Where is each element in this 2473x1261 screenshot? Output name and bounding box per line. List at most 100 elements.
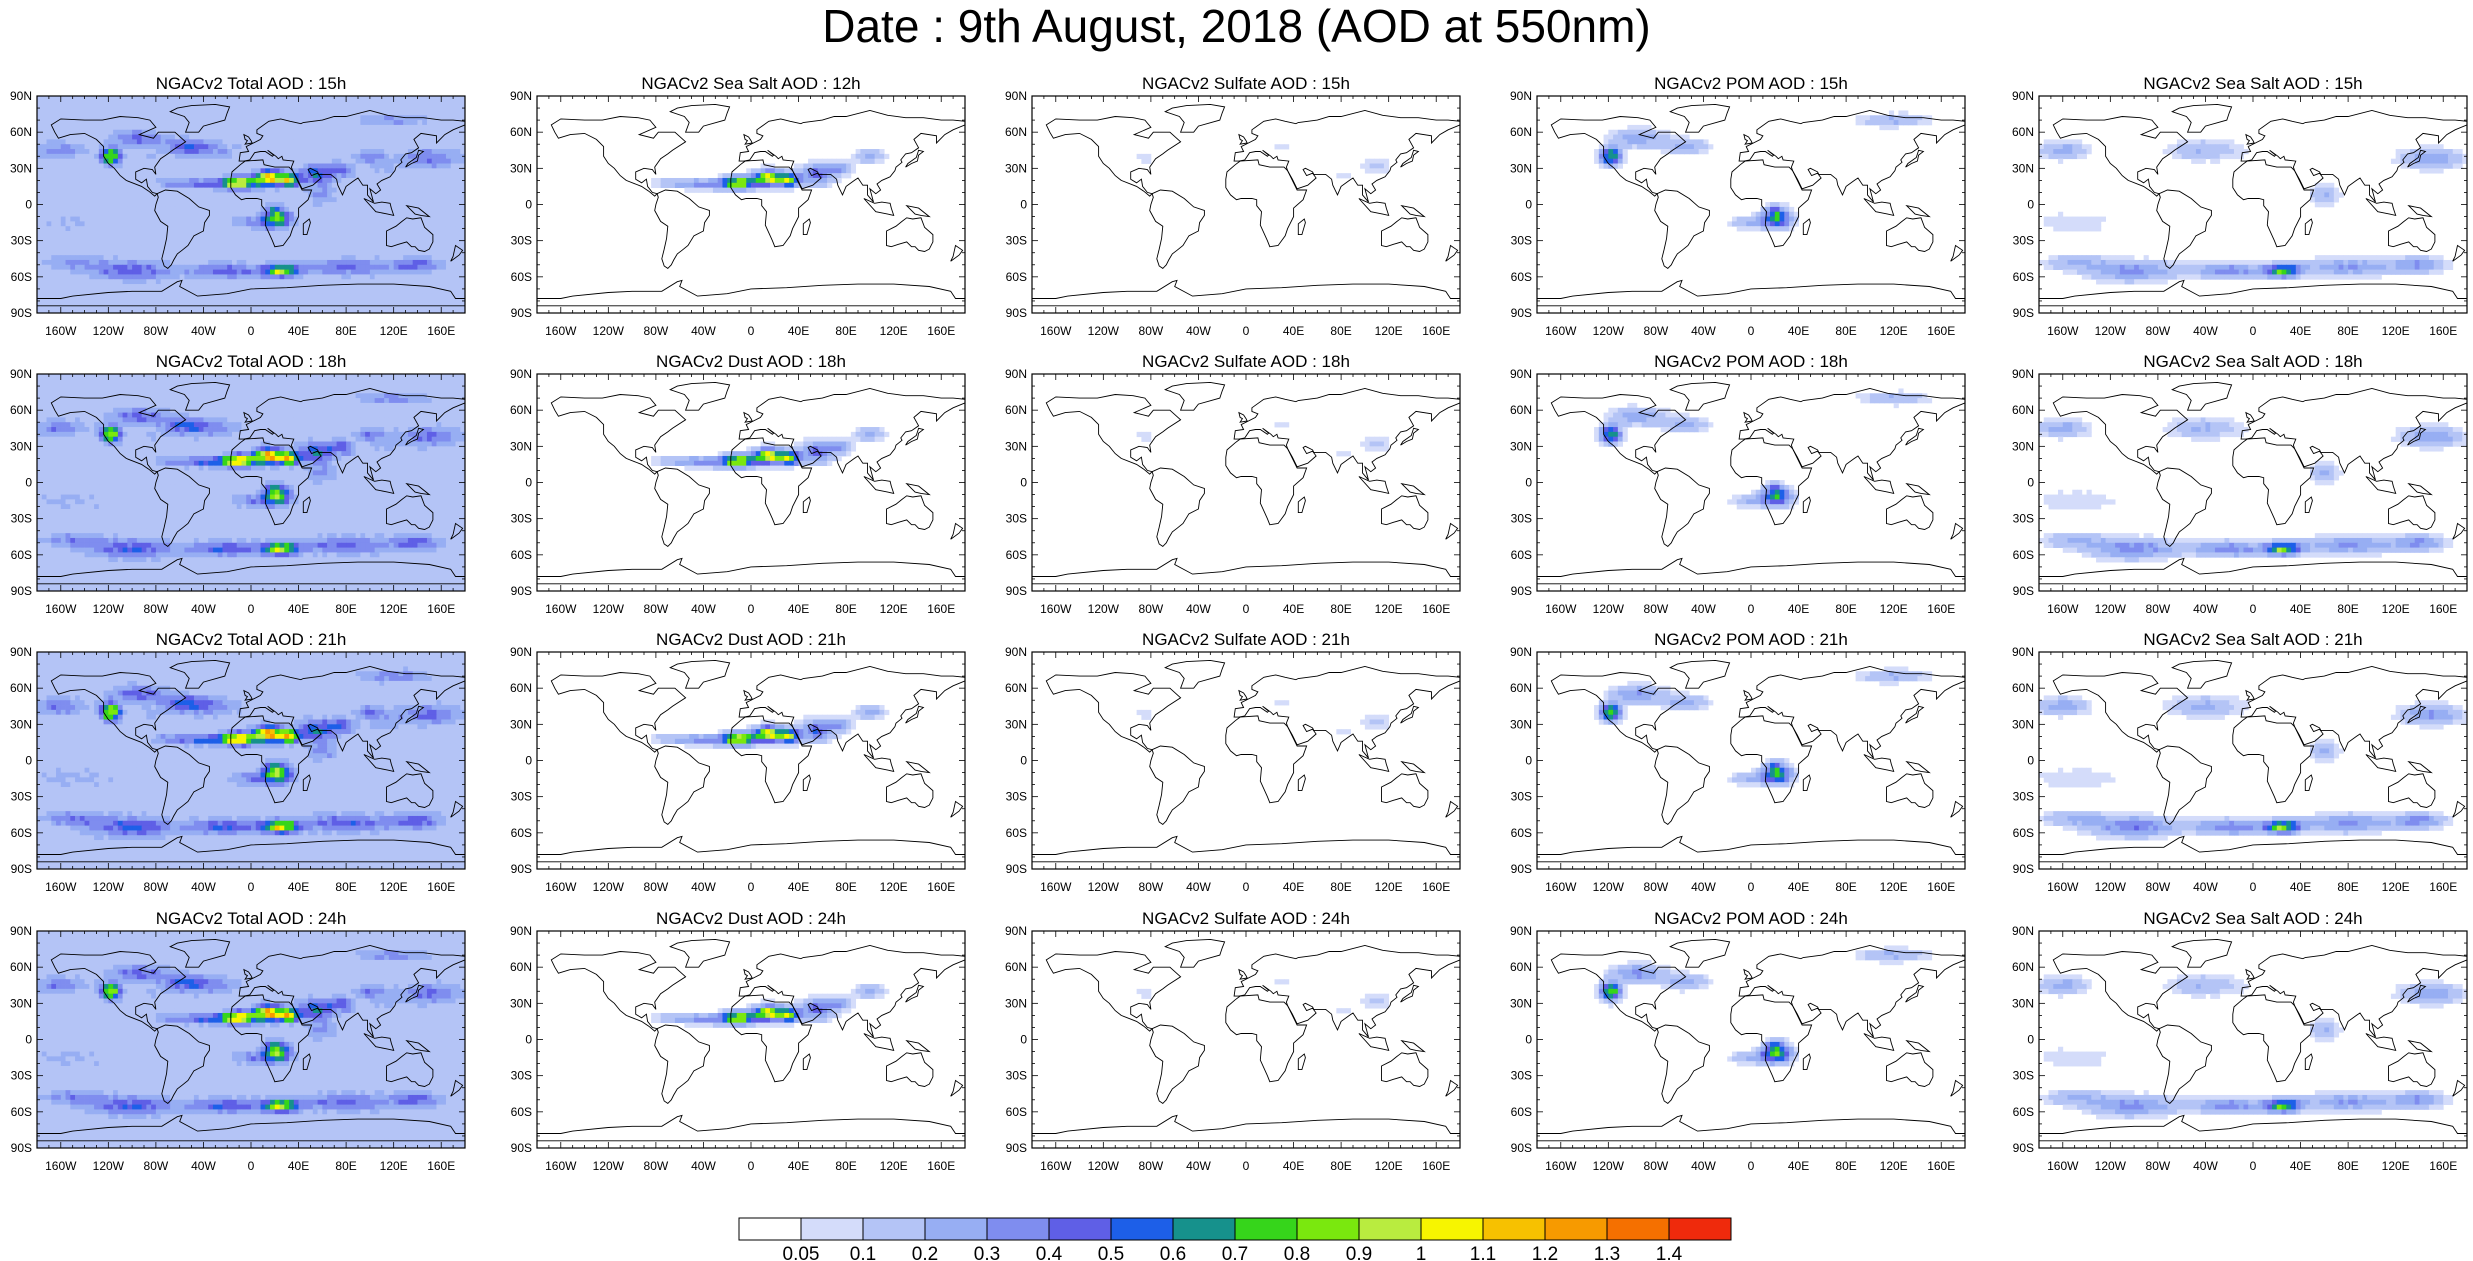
aod-field bbox=[651, 705, 890, 749]
lon-tick-label: 40E bbox=[1788, 880, 1809, 894]
lon-tick-label: 80W bbox=[644, 880, 669, 894]
lat-tick-label: 30N bbox=[10, 717, 32, 731]
axis-ticks bbox=[2038, 95, 2468, 314]
lon-tick-label: 40W bbox=[1186, 880, 1211, 894]
colorbar-label: 0.5 bbox=[1098, 1244, 1124, 1261]
figure-title: Date : 9th August, 2018 (AOD at 550nm) bbox=[0, 0, 2473, 54]
lat-tick-label: 30N bbox=[510, 439, 532, 453]
lon-tick-label: 160W bbox=[2047, 880, 2079, 894]
lat-tick-label: 30S bbox=[1511, 512, 1532, 526]
lon-tick-label: 40W bbox=[1186, 1159, 1211, 1173]
lon-tick-label: 160E bbox=[1422, 602, 1450, 616]
lon-tick-label: 80W bbox=[1644, 880, 1669, 894]
lon-tick-label: 40W bbox=[191, 602, 216, 616]
lon-tick-label: 160W bbox=[1545, 880, 1577, 894]
coastlines bbox=[1536, 938, 1966, 1142]
lat-tick-label: 60N bbox=[2012, 681, 2034, 695]
coastlines bbox=[1031, 381, 1461, 585]
lat-tick-label: 60N bbox=[1510, 960, 1532, 974]
lon-tick-label: 120W bbox=[593, 602, 625, 616]
lon-tick-label: 120W bbox=[2095, 602, 2127, 616]
lat-tick-label: 30N bbox=[1005, 717, 1027, 731]
map-panel: NGACv2 POM AOD : 15h 160W 120W 80W 40W 0 40E 80… bbox=[1510, 74, 1966, 353]
lat-tick-label: 90N bbox=[1510, 924, 1532, 938]
map-panel: NGACv2 POM AOD : 24h 160W 120W 80W 40W 0 40E 80… bbox=[1510, 909, 1966, 1188]
lon-tick-label: 160W bbox=[1040, 1159, 1072, 1173]
lon-tick-label: 80W bbox=[1139, 880, 1164, 894]
lat-tick-label: 90N bbox=[510, 89, 532, 103]
lon-tick-label: 160E bbox=[2429, 1159, 2457, 1173]
lat-tick-label: 30N bbox=[1005, 161, 1027, 175]
lon-tick-label: 160E bbox=[427, 880, 455, 894]
axis-ticks bbox=[2038, 930, 2468, 1149]
lon-tick-label: 40W bbox=[191, 880, 216, 894]
lat-tick-label: 60N bbox=[510, 681, 532, 695]
lon-tick-label: 160W bbox=[45, 1159, 77, 1173]
lon-tick-label: 120E bbox=[1375, 880, 1403, 894]
aod-field bbox=[1594, 110, 1933, 232]
axis-ticks bbox=[1031, 95, 1461, 314]
lon-tick-label: 40E bbox=[1283, 1159, 1304, 1173]
lon-tick-label: 80E bbox=[1835, 880, 1856, 894]
lon-tick-label: 160W bbox=[545, 324, 577, 338]
lon-tick-label: 160E bbox=[1422, 880, 1450, 894]
coastlines bbox=[536, 381, 966, 585]
map-plot: 160W 120W 80W 40W 0 40E 80E 120E 160E 90N 60N 30N 0 3… bbox=[1510, 924, 1966, 1173]
lat-tick-label: 30N bbox=[2012, 996, 2034, 1010]
colorbar-label: 0.1 bbox=[850, 1244, 876, 1261]
lat-tick-label: 60S bbox=[1511, 548, 1532, 562]
lon-tick-label: 80E bbox=[1330, 602, 1351, 616]
lon-tick-label: 160E bbox=[427, 324, 455, 338]
lon-tick-label: 80E bbox=[1330, 324, 1351, 338]
map-plot: 160W 120W 80W 40W 0 40E 80E 120E 160E 90N 60N 30N 0 3… bbox=[1510, 89, 1966, 338]
lon-tick-label: 120E bbox=[1880, 1159, 1908, 1173]
lon-tick-label: 80W bbox=[144, 1159, 169, 1173]
lat-tick-label: 60N bbox=[510, 125, 532, 139]
lon-tick-label: 40E bbox=[1788, 602, 1809, 616]
axis-ticks bbox=[536, 651, 966, 870]
lon-tick-label: 80E bbox=[2337, 1159, 2358, 1173]
lon-tick-label: 0 bbox=[1748, 880, 1755, 894]
lat-tick-label: 30N bbox=[10, 439, 32, 453]
colorbar-label: 1.1 bbox=[1470, 1244, 1496, 1261]
lat-tick-label: 90N bbox=[10, 924, 32, 938]
lat-tick-label: 90N bbox=[2012, 924, 2034, 938]
map-plot: 160W 120W 80W 40W 0 40E 80E 120E 160E 90N 60N 30N 0 3… bbox=[510, 89, 966, 338]
lon-tick-label: 120W bbox=[593, 1159, 625, 1173]
lat-tick-label: 60N bbox=[2012, 960, 2034, 974]
map-panel: NGACv2 Total AOD : 21h 160W 120W 80W 40W 0 40E… bbox=[10, 630, 466, 909]
lon-tick-label: 0 bbox=[2250, 1159, 2257, 1173]
lat-tick-label: 30N bbox=[1510, 717, 1532, 731]
panel-title: NGACv2 Sulfate AOD : 21h bbox=[1032, 630, 1460, 650]
lon-tick-label: 160W bbox=[2047, 602, 2079, 616]
lon-tick-label: 160E bbox=[927, 880, 955, 894]
colorbar-swatch bbox=[1668, 1217, 1732, 1241]
lon-tick-label: 120E bbox=[880, 880, 908, 894]
lon-tick-label: 80W bbox=[1644, 324, 1669, 338]
lon-tick-label: 120W bbox=[1593, 1159, 1625, 1173]
map-plot: 160W 120W 80W 40W 0 40E 80E 120E 160E 90N 60N 30N 0 3… bbox=[1005, 367, 1461, 616]
lon-tick-label: 160W bbox=[545, 1159, 577, 1173]
lon-tick-label: 40W bbox=[691, 880, 716, 894]
map-frame bbox=[1031, 930, 1461, 1149]
colorbar-swatch bbox=[1110, 1217, 1174, 1241]
lat-tick-label: 90N bbox=[1005, 367, 1027, 381]
map-panel: NGACv2 Sea Salt AOD : 24h 160W 120W 80W 40W 0… bbox=[2012, 909, 2468, 1188]
lon-tick-label: 80E bbox=[1330, 880, 1351, 894]
lat-tick-label: 60S bbox=[1511, 1105, 1532, 1119]
lon-tick-label: 40E bbox=[288, 1159, 309, 1173]
lon-tick-label: 40W bbox=[1186, 324, 1211, 338]
lon-tick-label: 120E bbox=[2382, 324, 2410, 338]
lon-tick-label: 80E bbox=[1835, 1159, 1856, 1173]
aod-field bbox=[1594, 666, 1933, 788]
map-plot: 160W 120W 80W 40W 0 40E 80E 120E 160E 90N 60N 30N 0 3… bbox=[1005, 645, 1461, 894]
lon-tick-label: 80E bbox=[835, 324, 856, 338]
lon-tick-label: 0 bbox=[1748, 324, 1755, 338]
map-panel: NGACv2 Sulfate AOD : 15h 160W 120W 80W 40W 0 4… bbox=[1005, 74, 1461, 353]
map-panel: NGACv2 Sulfate AOD : 21h 160W 120W 80W 40W 0 4… bbox=[1005, 630, 1461, 909]
lon-tick-label: 80E bbox=[335, 1159, 356, 1173]
lon-tick-label: 160W bbox=[1040, 880, 1072, 894]
aod-field bbox=[1136, 979, 1390, 1014]
map-frame bbox=[1536, 651, 1966, 870]
lat-tick-label: 30N bbox=[10, 161, 32, 175]
